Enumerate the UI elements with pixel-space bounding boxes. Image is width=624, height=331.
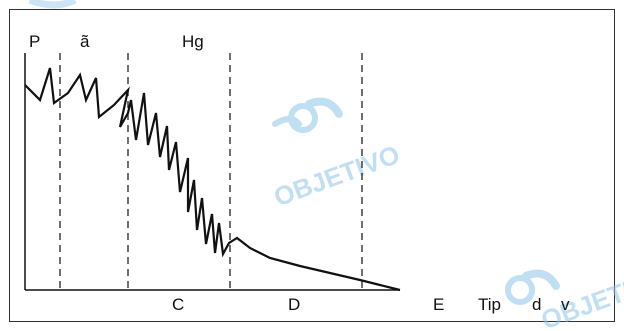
label-region-e: E bbox=[433, 295, 444, 314]
label-axis-right-3: v bbox=[561, 295, 570, 314]
pressure-curve bbox=[24, 67, 401, 292]
label-top-second: ã bbox=[80, 32, 90, 51]
label-top-third: Hg bbox=[182, 32, 204, 51]
watermark-text-bottom-right: OBJETIVO bbox=[537, 262, 624, 331]
label-region-c: C bbox=[172, 295, 184, 314]
watermark-logo-top-left bbox=[28, 0, 77, 9]
frame-border bbox=[9, 9, 615, 322]
label-region-d: D bbox=[288, 295, 300, 314]
watermark-logo-center: OBJETIVO bbox=[270, 97, 404, 212]
label-axis-right-1: Tip bbox=[478, 295, 501, 314]
label-axis-right-2: d bbox=[532, 295, 541, 314]
label-top-left: P bbox=[29, 32, 40, 51]
watermark-text-center: OBJETIVO bbox=[270, 139, 404, 212]
